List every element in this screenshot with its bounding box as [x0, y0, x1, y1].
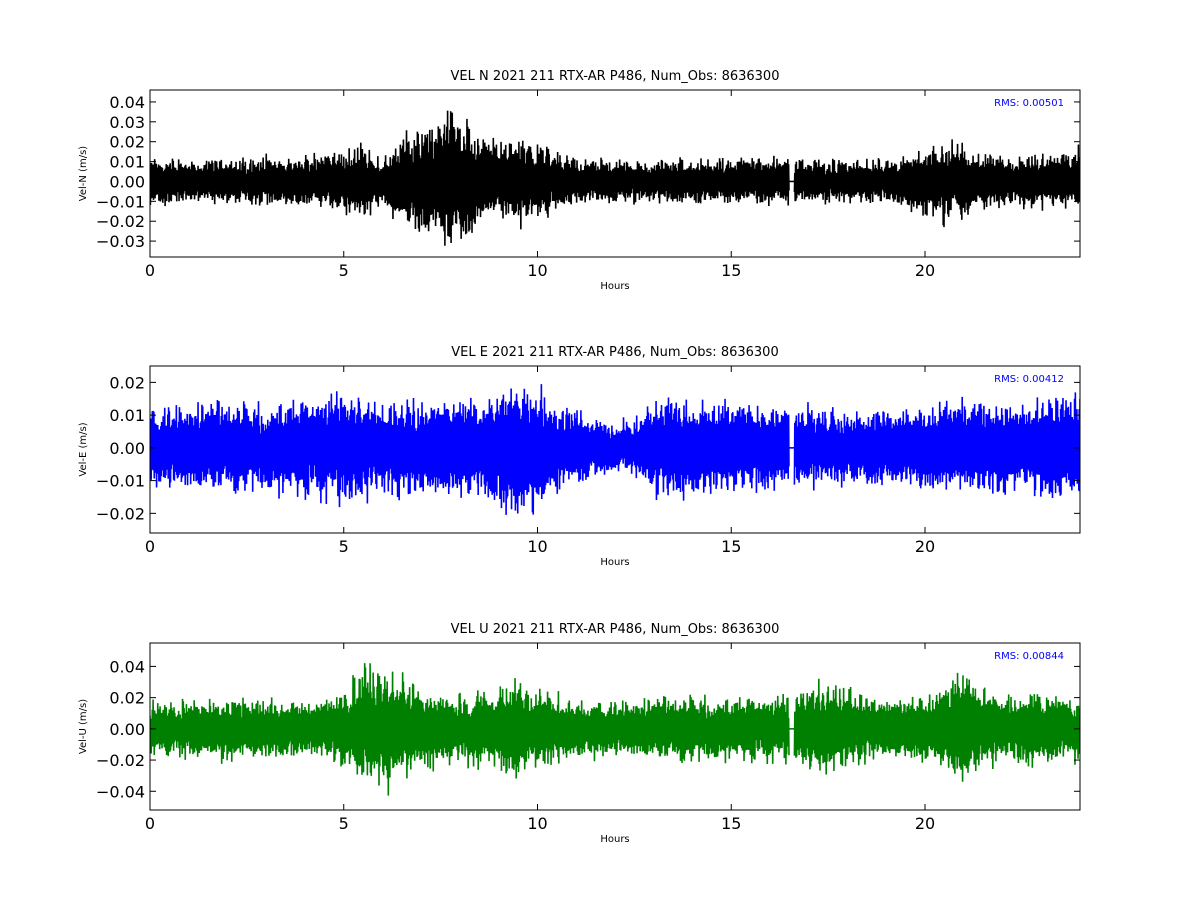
subplot-up: VEL U 2021 211 RTX-AR P486, Num_Obs: 863… — [78, 622, 1081, 845]
signal-trace — [150, 110, 1080, 246]
x-tick-label: 0 — [145, 537, 155, 556]
y-tick-label: 0.01 — [109, 406, 145, 425]
x-tick-label: 15 — [721, 537, 741, 556]
x-tick-label: 20 — [915, 537, 935, 556]
subplot-north: VEL N 2021 211 RTX-AR P486, Num_Obs: 863… — [78, 69, 1081, 292]
x-tick-label: 15 — [721, 261, 741, 280]
signal-trace — [150, 663, 1080, 796]
x-tick-label: 5 — [339, 537, 349, 556]
axes-frame — [149, 642, 1081, 811]
y-axis-label: Vel-E (m/s) — [78, 422, 89, 476]
y-tick-label: 0.04 — [109, 657, 145, 676]
x-tick-label: 10 — [527, 537, 547, 556]
y-tick-label: 0.02 — [109, 373, 145, 392]
x-tick-label: 5 — [339, 814, 349, 833]
y-tick-label: 0.01 — [109, 153, 145, 172]
rms-annotation: RMS: 0.00844 — [994, 651, 1064, 662]
rms-annotation: RMS: 0.00501 — [994, 98, 1064, 109]
x-tick-label: 15 — [721, 814, 741, 833]
signal-trace — [150, 384, 1080, 515]
plot-title: VEL U 2021 211 RTX-AR P486, Num_Obs: 863… — [451, 622, 780, 637]
axes-frame — [149, 365, 1081, 534]
x-tick-label: 10 — [527, 814, 547, 833]
y-tick-label: 0.03 — [109, 113, 145, 132]
y-tick-label: −0.02 — [96, 751, 145, 770]
subplot-east: VEL E 2021 211 RTX-AR P486, Num_Obs: 863… — [78, 345, 1081, 568]
y-tick-label: 0.00 — [109, 172, 145, 191]
x-tick-label: 5 — [339, 261, 349, 280]
x-axis-label: Hours — [600, 281, 629, 292]
y-tick-label: 0.02 — [109, 133, 145, 152]
y-tick-label: −0.04 — [96, 782, 145, 801]
y-tick-label: 0.00 — [109, 720, 145, 739]
axes-frame — [149, 89, 1081, 258]
y-tick-label: −0.03 — [96, 232, 145, 251]
y-tick-label: 0.00 — [109, 439, 145, 458]
y-tick-label: 0.02 — [109, 689, 145, 708]
y-axis-label: Vel-N (m/s) — [78, 146, 89, 201]
y-tick-label: −0.01 — [96, 472, 145, 491]
plot-title: VEL E 2021 211 RTX-AR P486, Num_Obs: 863… — [451, 345, 778, 360]
x-tick-label: 20 — [915, 261, 935, 280]
y-tick-label: 0.04 — [109, 93, 145, 112]
y-tick-label: −0.02 — [96, 504, 145, 523]
y-tick-label: −0.01 — [96, 192, 145, 211]
x-tick-label: 0 — [145, 261, 155, 280]
y-tick-label: −0.02 — [96, 212, 145, 231]
rms-annotation: RMS: 0.00412 — [994, 374, 1064, 385]
x-axis-label: Hours — [600, 557, 629, 568]
plot-title: VEL N 2021 211 RTX-AR P486, Num_Obs: 863… — [451, 69, 780, 84]
y-axis-label: Vel-U (m/s) — [78, 699, 89, 754]
x-tick-label: 10 — [527, 261, 547, 280]
x-tick-label: 0 — [145, 814, 155, 833]
x-tick-label: 20 — [915, 814, 935, 833]
x-axis-label: Hours — [600, 834, 629, 845]
